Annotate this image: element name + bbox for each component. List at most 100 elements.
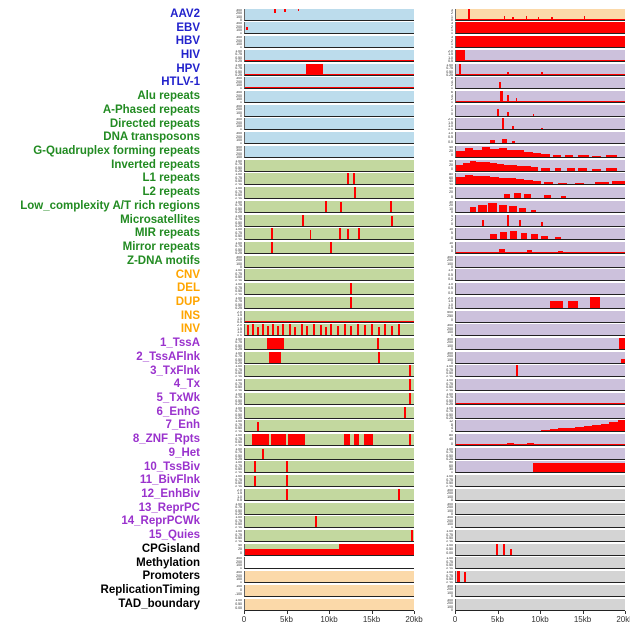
signal-bar	[403, 406, 406, 418]
y-tick: 0.50	[235, 357, 242, 362]
signal-bar	[376, 337, 379, 349]
y-tick: 1.00	[235, 420, 242, 424]
y-tick: 300	[236, 77, 242, 81]
y-tick: 100	[236, 97, 242, 102]
left-track-panel	[244, 255, 414, 268]
left-track-panel	[244, 187, 414, 200]
left-y-tick-labels: 300 200 100 0	[205, 132, 244, 144]
signal-bar	[473, 149, 482, 157]
y-tick: 0.50	[235, 412, 242, 417]
y-tick: 300	[236, 132, 242, 136]
y-tick: 300	[236, 91, 242, 95]
track-label: Directed repeats	[109, 117, 200, 130]
right-track-panel	[455, 77, 625, 90]
track-label: 3_TxFlnk	[150, 364, 200, 377]
y-tick: 0.75	[446, 477, 453, 482]
y-tick: 0.75	[446, 395, 453, 400]
signal-bar	[456, 444, 625, 445]
y-tick: 0.75	[446, 573, 453, 578]
y-tick: 0.50	[235, 247, 242, 252]
signal-bar	[246, 325, 249, 336]
y-tick: 0	[451, 594, 453, 597]
track-label: 14_ReprPCWk	[121, 515, 200, 528]
signal-bar	[391, 215, 393, 226]
right-y-tick-labels: 30 20 10 0	[414, 201, 455, 213]
track-row: CPGisland 40 20 0 1.00 0.50 0.00	[0, 542, 630, 556]
y-tick: 0	[451, 100, 453, 104]
signal-bar	[507, 442, 514, 445]
y-tick: 0.25	[235, 457, 242, 460]
left-track-panel	[244, 228, 414, 241]
signal-bar	[245, 26, 248, 30]
signal-bar	[364, 434, 373, 445]
y-tick: 0	[240, 580, 242, 584]
y-tick: 10	[449, 228, 453, 232]
y-tick: 0.75	[235, 244, 242, 249]
y-tick: 0.50	[446, 371, 453, 376]
signal-bar	[464, 148, 473, 157]
y-tick: 2	[451, 97, 453, 102]
track-label: Microsatellites	[120, 213, 200, 226]
y-tick: 0	[451, 235, 453, 240]
track-label: 7_Enh	[165, 419, 200, 432]
y-tick: 0.00	[235, 606, 242, 611]
y-tick: 0.25	[446, 374, 453, 378]
signal-bar	[617, 420, 625, 432]
signal-bar	[530, 167, 538, 171]
right-y-tick-labels: 300 200 100 0	[414, 256, 455, 268]
left-track-panel	[244, 132, 414, 145]
signal-bar	[306, 63, 324, 75]
signal-bar	[541, 167, 550, 171]
left-track-panel	[244, 36, 414, 49]
y-tick: 1	[451, 108, 453, 112]
left-track-panel	[244, 379, 414, 392]
right-y-tick-labels: 1.000.750.500.250.00	[414, 379, 455, 391]
y-tick: 200	[236, 107, 242, 112]
left-y-tick-labels: 2.01.51.00.50.0	[205, 324, 244, 336]
right-track-panel	[455, 173, 625, 186]
right-track-panel	[455, 200, 625, 213]
y-tick: 40	[449, 187, 453, 191]
signal-bar	[297, 9, 300, 12]
signal-bar	[251, 324, 254, 336]
y-tick: 1	[451, 28, 453, 33]
signal-bar	[575, 426, 584, 432]
signal-bar	[456, 74, 625, 75]
y-tick: 1.00	[235, 159, 242, 163]
signal-bar	[619, 337, 625, 349]
signal-bar	[541, 429, 550, 432]
y-tick: 0	[451, 86, 453, 90]
y-tick: 10	[449, 241, 453, 245]
signal-bar	[481, 220, 484, 226]
y-tick: 0	[451, 525, 453, 529]
right-y-tick-labels: 80 40 0	[414, 434, 455, 446]
y-tick: 0.75	[235, 463, 242, 468]
signal-bar	[592, 155, 601, 157]
y-tick: 0.50	[235, 467, 242, 472]
signal-bar	[541, 128, 543, 130]
track-label: Promoters	[142, 570, 200, 583]
signal-bar	[568, 301, 579, 308]
left-y-tick-labels: 1.000.750.500.250.00	[205, 297, 244, 309]
signal-bar	[456, 101, 625, 103]
track-row: DNA transposons 300 200 100 0 1.0 0.5 0.0	[0, 130, 630, 145]
y-tick: 200	[236, 134, 242, 139]
y-tick: 1.00	[235, 296, 242, 300]
signal-bar	[525, 15, 528, 20]
y-tick: 1.00	[235, 173, 242, 177]
left-y-tick-labels: 1.000.750.500.250.00	[205, 352, 244, 364]
track-label: EBV	[176, 21, 200, 34]
y-tick: 300	[447, 351, 453, 355]
y-tick: 300	[236, 104, 242, 108]
y-tick: 0.75	[235, 354, 242, 359]
signal-bar	[558, 182, 567, 185]
x-tick-mark	[455, 610, 456, 614]
left-y-tick-labels: 300 200 100 0	[205, 105, 244, 117]
signal-bar	[270, 434, 286, 445]
y-tick: 0.50	[235, 536, 242, 541]
y-tick: 100	[236, 14, 242, 19]
y-tick: 0.75	[446, 532, 453, 537]
signal-bar	[541, 72, 543, 75]
track-row: 9_Het1.000.750.500.250.001.000.750.500.2…	[0, 446, 630, 460]
